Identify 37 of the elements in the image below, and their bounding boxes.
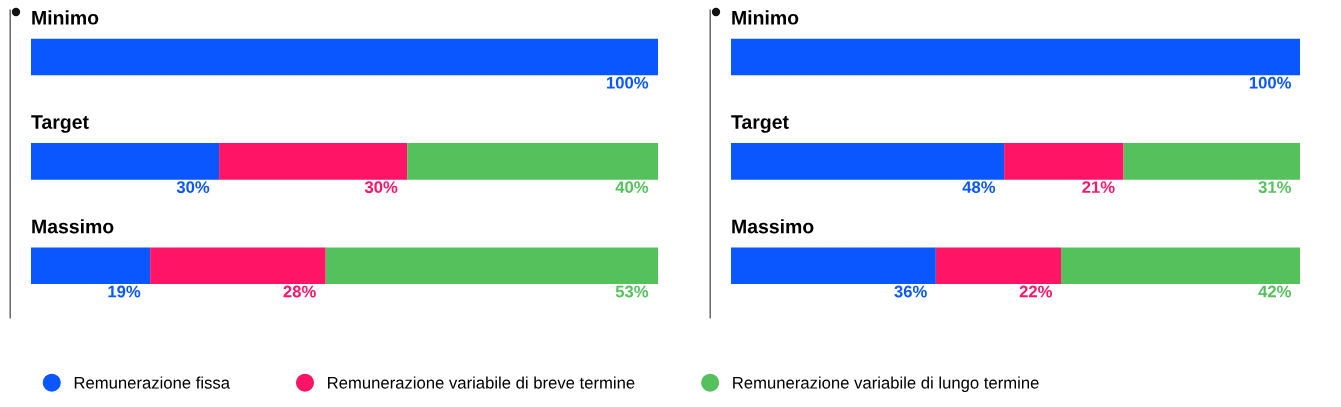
legend-label: Remunerazione fissa (74, 376, 231, 389)
data-label: 30% (364, 181, 398, 194)
bar (1061, 247, 1300, 285)
bar (31, 247, 151, 285)
category-label: Massimo (32, 219, 114, 234)
data-label: 36% (894, 285, 927, 298)
data-label: 22% (1019, 285, 1053, 298)
data-label: 100% (1249, 76, 1292, 89)
data-label: 42% (1258, 285, 1292, 298)
bar (31, 38, 658, 76)
bar (1123, 143, 1300, 180)
legend-label: Remunerazione variabile di breve termine (328, 376, 635, 389)
bar (407, 143, 658, 180)
bar (150, 247, 326, 285)
data-label: 31% (1258, 181, 1292, 194)
data-label: 100% (607, 76, 649, 89)
bar (935, 247, 1062, 285)
category-label: Massimo (732, 219, 814, 234)
bar (1004, 143, 1124, 180)
category-label: Target (31, 115, 89, 133)
data-label: 19% (108, 285, 141, 298)
data-label: 48% (962, 181, 996, 194)
data-label: 53% (615, 285, 649, 298)
bar (31, 143, 220, 180)
data-label: 30% (176, 181, 210, 194)
bar (325, 247, 658, 285)
bar (219, 143, 408, 180)
data-label: 21% (1082, 181, 1115, 193)
data-label: 40% (615, 181, 649, 194)
category-label: Minimo (32, 10, 99, 25)
legend-label: Remunerazione variabile di lungo termine (733, 376, 1039, 392)
bar (731, 247, 936, 285)
bar (731, 38, 1300, 76)
data-label: 28% (283, 285, 316, 298)
category-label: Minimo (732, 10, 799, 25)
category-label: Target (731, 115, 789, 133)
bar (731, 143, 1005, 180)
